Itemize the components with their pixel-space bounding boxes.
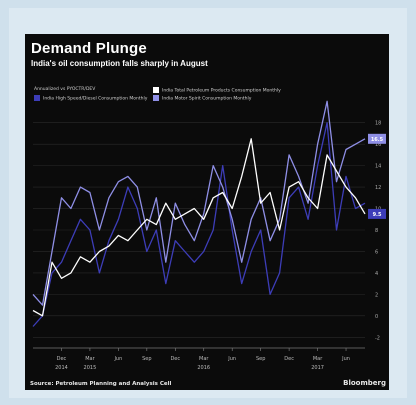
- end-label-1: 9.5: [373, 212, 382, 218]
- x-tick-label-9: Mar: [313, 356, 323, 362]
- y-tick-label-0: -2: [375, 335, 380, 341]
- x-tick-label-3: Sep: [142, 356, 151, 362]
- legend-label-total: India Total Petroleum Products Consumpti…: [162, 88, 281, 94]
- series-line-1: [32, 100, 366, 306]
- x-tick-label-8: Dec: [284, 356, 294, 362]
- y-tick-label-7: 12: [375, 185, 381, 191]
- y-tick-label-3: 4: [375, 271, 378, 277]
- line-chart: -2024681012141618DecMarJunSepDecMarJunSe…: [32, 100, 386, 371]
- x-tick-label-5: Mar: [199, 356, 209, 362]
- legend-swatch-total: [153, 87, 159, 93]
- end-label-box-0: [368, 133, 386, 144]
- y-tick-label-10: 18: [375, 121, 381, 127]
- legend-swatch-diesel: [34, 95, 40, 101]
- y-tick-label-1: 0: [375, 314, 378, 320]
- end-label-0: 16.5: [371, 137, 384, 143]
- y-tick-label-5: 8: [375, 228, 378, 234]
- legend-item-diesel: India High Speed/Diesel Consumption Mont…: [34, 95, 147, 102]
- x-tick-label-1: Mar: [85, 356, 95, 362]
- x-tick-label-0: Dec: [57, 356, 67, 362]
- y-tick-label-9: 16: [375, 142, 381, 148]
- x-year-label-2: 2016: [197, 365, 210, 371]
- source-note: Source: Petroleum Planning and Analysis …: [30, 381, 172, 387]
- legend-note: Annualized vs PYOCTR/DEV: [34, 87, 96, 92]
- end-label-box-1: [368, 208, 386, 219]
- x-tick-label-10: Jun: [341, 356, 350, 362]
- chart-card: Demand Plunge India's oil consumption fa…: [25, 34, 389, 390]
- x-year-label-3: 2017: [311, 365, 324, 371]
- brand-logo: Bloomberg: [343, 379, 386, 387]
- legend-label-diesel: India High Speed/Diesel Consumption Mont…: [43, 96, 148, 102]
- x-year-label-1: 2015: [84, 365, 97, 371]
- y-tick-label-8: 14: [375, 164, 381, 170]
- x-tick-label-2: Jun: [113, 356, 122, 362]
- y-tick-label-2: 2: [375, 292, 378, 298]
- chart-subtitle: India's oil consumption falls sharply in…: [31, 59, 208, 68]
- x-tick-label-7: Sep: [256, 356, 265, 362]
- x-tick-label-4: Dec: [170, 356, 180, 362]
- y-tick-label-4: 6: [375, 249, 378, 255]
- x-tick-label-6: Jun: [227, 356, 236, 362]
- series-line-2: [32, 122, 366, 327]
- chart-title: Demand Plunge: [31, 40, 147, 57]
- legend-item-total: India Total Petroleum Products Consumpti…: [153, 87, 281, 94]
- series-line-0: [32, 138, 366, 317]
- x-year-label-0: 2014: [55, 365, 68, 371]
- legend-swatch-motor-spirit: [153, 95, 159, 101]
- legend-item-motor-spirit: India Motor Spirit Consumption Monthly: [153, 95, 251, 102]
- legend-label-motor-spirit: India Motor Spirit Consumption Monthly: [162, 96, 252, 102]
